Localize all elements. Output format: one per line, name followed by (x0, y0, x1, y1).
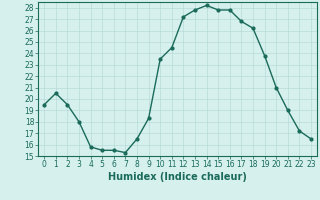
X-axis label: Humidex (Indice chaleur): Humidex (Indice chaleur) (108, 172, 247, 182)
